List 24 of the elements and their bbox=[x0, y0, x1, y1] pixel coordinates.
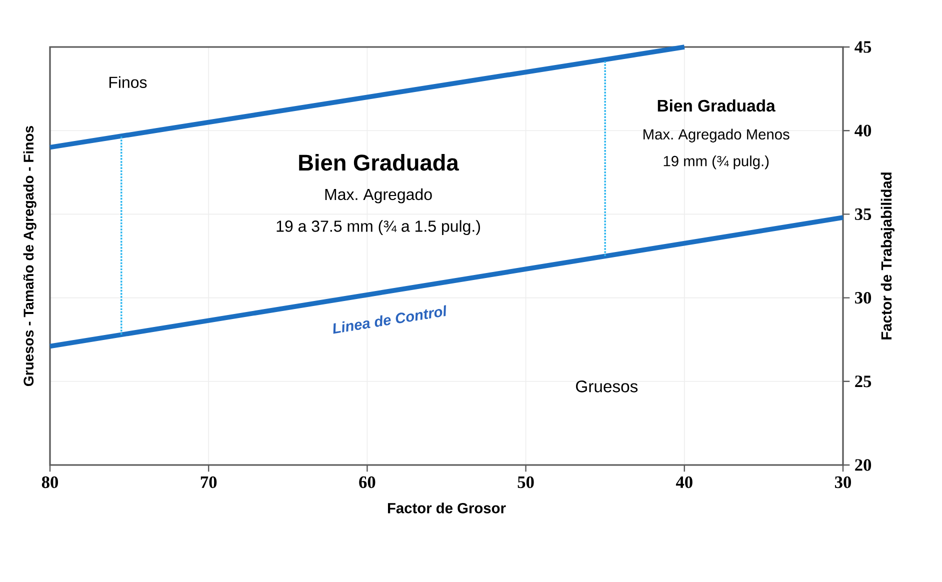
annotation: Linea de Control bbox=[333, 305, 446, 334]
x-axis-title: Factor de Grosor bbox=[388, 502, 506, 514]
x-tick-label: 60 bbox=[359, 476, 376, 488]
annotation: 19 mm (¾ pulg.) bbox=[664, 156, 769, 170]
y-tick-label: 45 bbox=[854, 41, 872, 53]
x-tick-label: 30 bbox=[834, 476, 852, 488]
y-tick-label: 25 bbox=[855, 376, 872, 388]
y-tick-label: 20 bbox=[855, 459, 872, 471]
x-tick-label: 80 bbox=[42, 476, 58, 488]
x-tick-label: 70 bbox=[200, 476, 217, 488]
annotation: Finos bbox=[109, 76, 147, 88]
y-axis-title: Gruesos - Tamaño de Agregado - Finos bbox=[23, 126, 36, 386]
annotation: 19 a 37.5 mm (¾ a 1.5 pulg.) bbox=[276, 220, 480, 236]
annotation: Max. Agregado Menos bbox=[644, 128, 790, 142]
annotation: Max. Agregado bbox=[325, 188, 432, 204]
y2-axis-title: Factor de Trabajabilidad bbox=[880, 172, 895, 340]
x-tick-label: 40 bbox=[676, 476, 692, 488]
x-tick-label: 50 bbox=[518, 476, 534, 488]
y-tick-label: 35 bbox=[855, 208, 872, 220]
y-tick-label: 40 bbox=[854, 124, 872, 136]
annotation: Gruesos bbox=[576, 380, 638, 392]
y-tick-label: 30 bbox=[855, 292, 872, 304]
annotation: Bien Graduada bbox=[299, 154, 459, 171]
annotation: Bien Graduada bbox=[658, 99, 776, 112]
